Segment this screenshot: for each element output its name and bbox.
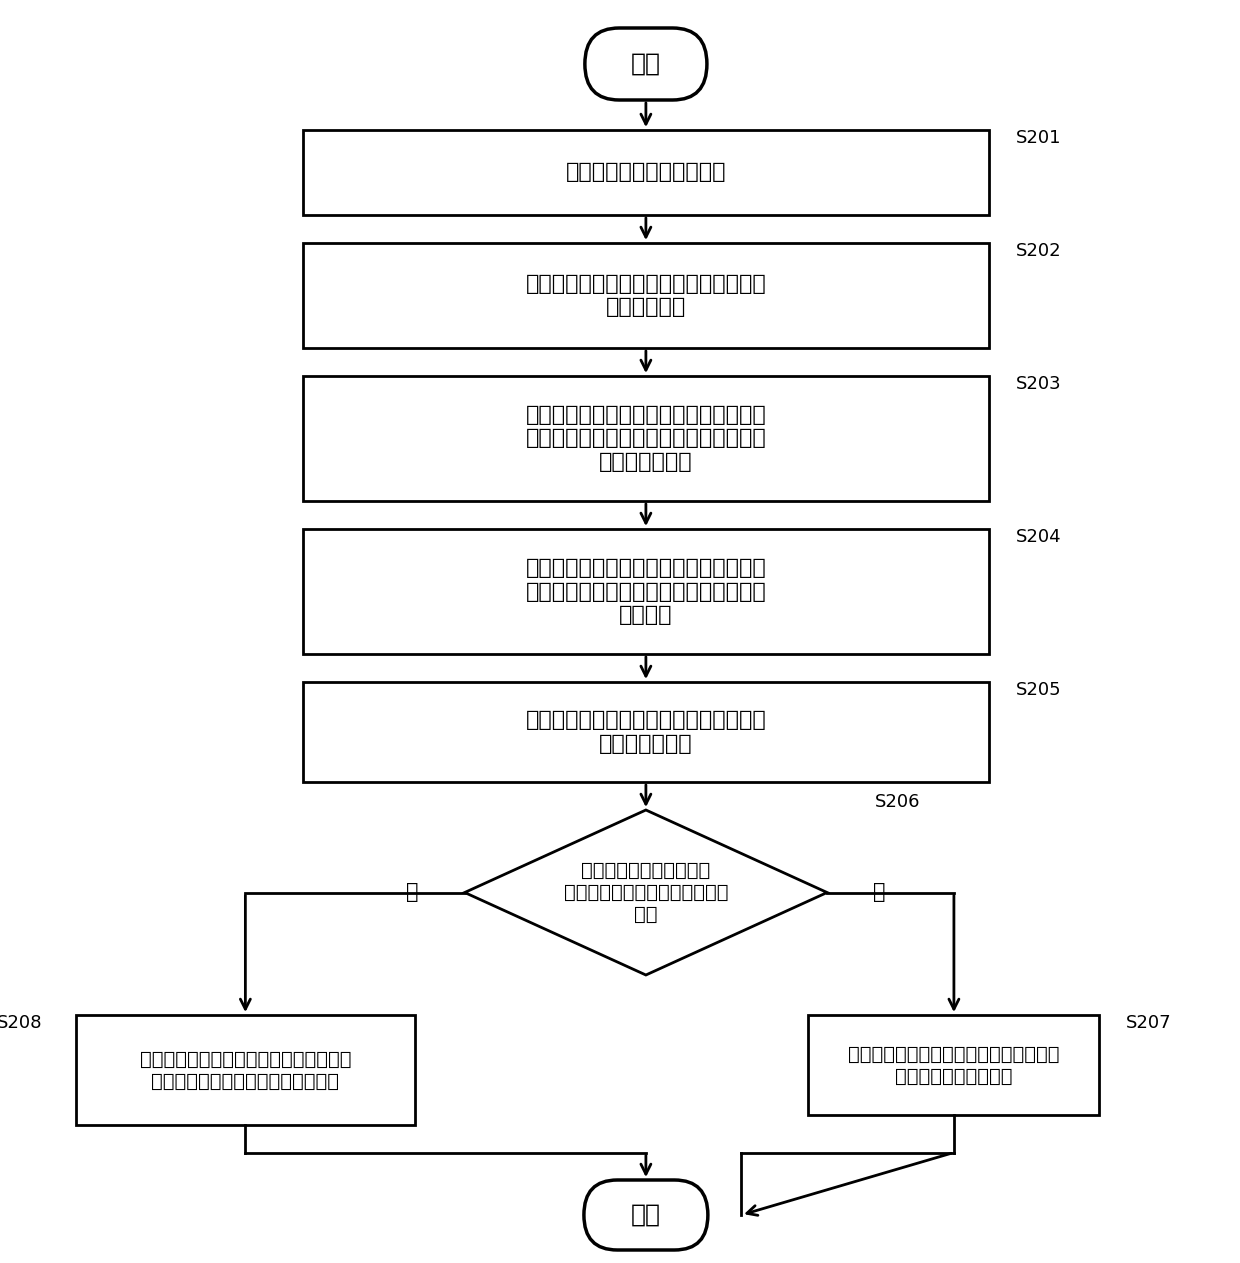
Text: S207: S207: [1126, 1014, 1172, 1032]
Bar: [303, 242, 990, 349]
Bar: [303, 529, 990, 654]
Text: 通过至少一个处理器解析所述数据消息，
确定目标订单: 通过至少一个处理器解析所述数据消息， 确定目标订单: [526, 274, 766, 317]
Text: 是: 是: [405, 883, 419, 903]
Text: S206: S206: [874, 793, 920, 811]
Text: 根据用于预估接单时长比例的预估模型，
通过至少一个处理器预估目标订单被接起
的接单时长比例: 根据用于预估接单时长比例的预估模型， 通过至少一个处理器预估目标订单被接起 的接…: [526, 405, 766, 471]
FancyBboxPatch shape: [584, 1180, 708, 1250]
Bar: [303, 682, 990, 782]
Text: 否: 否: [873, 883, 885, 903]
Text: 通过至少一个处理器获取针对目标订单增
加后的配送价格: 通过至少一个处理器获取针对目标订单增 加后的配送价格: [526, 710, 766, 754]
Bar: [76, 1015, 414, 1125]
Text: 结束: 结束: [631, 1202, 661, 1226]
Bar: [303, 376, 990, 501]
Bar: [303, 130, 990, 215]
Polygon shape: [465, 810, 827, 975]
Text: S204: S204: [1016, 528, 1061, 546]
Text: S205: S205: [1016, 681, 1061, 698]
Text: 通过至少一个处理器确定
增加后的配送价格是否大于预设
金额: 通过至少一个处理器确定 增加后的配送价格是否大于预设 金额: [564, 861, 728, 925]
Text: S202: S202: [1016, 242, 1061, 260]
Text: 通过至少一个处理器将预设金额作为增加
后的配送价格，为目标订单呆叫运力: 通过至少一个处理器将预设金额作为增加 后的配送价格，为目标订单呆叫运力: [140, 1050, 351, 1090]
Bar: [808, 1015, 1100, 1115]
Text: 通过至少一个处理器根据增加后的配送价
格为目标订单呆叫运力: 通过至少一个处理器根据增加后的配送价 格为目标订单呆叫运力: [848, 1045, 1060, 1085]
Text: 开始: 开始: [631, 52, 661, 76]
FancyBboxPatch shape: [585, 28, 707, 100]
Text: S201: S201: [1016, 129, 1061, 147]
Text: S208: S208: [0, 1014, 42, 1032]
Text: S203: S203: [1016, 375, 1061, 393]
Text: 根据目标订单的接单时长比例，通过至少
一个处理器确定对目标订单的配送价格的
增加金额: 根据目标订单的接单时长比例，通过至少 一个处理器确定对目标订单的配送价格的 增加…: [526, 558, 766, 625]
Text: 接收来自客户端的数据消息: 接收来自客户端的数据消息: [565, 163, 727, 182]
